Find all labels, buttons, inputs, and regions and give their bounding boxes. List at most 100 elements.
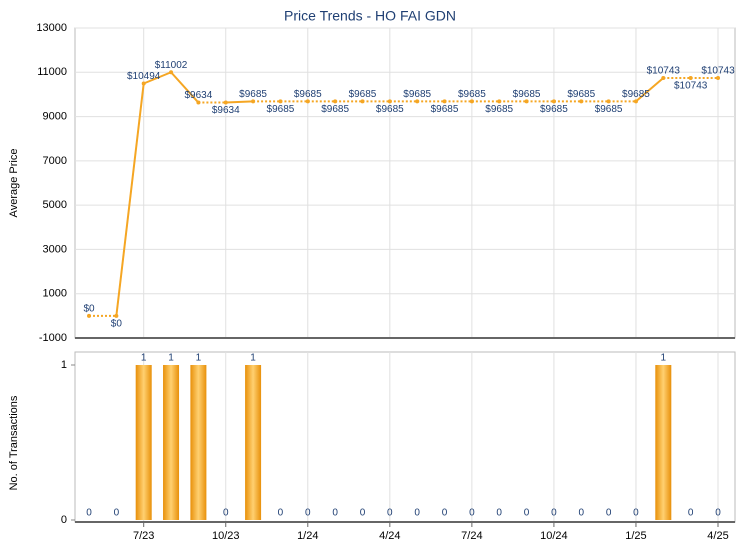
point bbox=[551, 99, 556, 104]
point bbox=[387, 99, 392, 104]
data-label: $10743 bbox=[647, 66, 681, 77]
y-tick-label: 1000 bbox=[43, 288, 67, 300]
data-label: 0 bbox=[414, 508, 420, 519]
y-tick-label: 13000 bbox=[36, 22, 67, 34]
data-label: 1 bbox=[141, 353, 147, 364]
plot-area bbox=[74, 351, 736, 523]
data-label: $9685 bbox=[540, 104, 568, 115]
data-label: 0 bbox=[360, 508, 366, 519]
bar bbox=[135, 365, 152, 520]
line-segment bbox=[143, 71, 172, 85]
bar bbox=[190, 365, 207, 520]
data-label: 0 bbox=[496, 508, 502, 519]
data-label: $9685 bbox=[595, 104, 623, 115]
point bbox=[223, 100, 228, 105]
point bbox=[169, 70, 174, 75]
data-label: 1 bbox=[250, 353, 256, 364]
data-label: 0 bbox=[715, 508, 721, 519]
data-label: 1 bbox=[168, 353, 174, 364]
data-label: 0 bbox=[278, 508, 284, 519]
point bbox=[415, 99, 420, 104]
data-label: 0 bbox=[469, 508, 475, 519]
bar bbox=[655, 365, 672, 520]
data-label: $9685 bbox=[267, 104, 295, 115]
y-tick-label: 9000 bbox=[43, 110, 67, 122]
y-axis-title: Average Price bbox=[8, 149, 20, 218]
data-label: 0 bbox=[633, 508, 639, 519]
data-label: $10494 bbox=[127, 71, 161, 82]
data-label: 0 bbox=[551, 508, 557, 519]
data-label: $9685 bbox=[239, 89, 267, 100]
point bbox=[87, 313, 91, 318]
data-label: 1 bbox=[661, 353, 667, 364]
x-tick-label: 10/24 bbox=[540, 530, 568, 542]
data-label: 0 bbox=[114, 508, 120, 519]
data-label: 0 bbox=[305, 508, 311, 519]
data-label: $9685 bbox=[294, 89, 322, 100]
x-tick-label: 10/23 bbox=[212, 530, 240, 542]
point bbox=[305, 99, 310, 104]
data-label: $9685 bbox=[458, 89, 486, 100]
line-segment bbox=[635, 77, 664, 103]
data-label: 0 bbox=[442, 508, 448, 519]
point bbox=[196, 100, 201, 105]
point bbox=[360, 99, 365, 104]
data-label: $0 bbox=[83, 303, 95, 314]
x-tick-label: 7/23 bbox=[133, 530, 154, 542]
data-label: 0 bbox=[223, 508, 229, 519]
y-tick-label: 0 bbox=[61, 514, 67, 526]
data-label: 1 bbox=[196, 353, 202, 364]
point bbox=[661, 75, 666, 80]
point bbox=[524, 99, 529, 104]
y-tick-label: -1000 bbox=[39, 332, 67, 344]
y-tick-label: 7000 bbox=[43, 155, 67, 167]
data-label: $9685 bbox=[485, 104, 513, 115]
point bbox=[278, 99, 283, 104]
line-segment bbox=[170, 71, 200, 104]
point bbox=[141, 81, 146, 86]
data-label: $9685 bbox=[513, 89, 541, 100]
point bbox=[469, 99, 474, 104]
data-label: 0 bbox=[688, 508, 694, 519]
y-tick-label: 1 bbox=[61, 359, 67, 371]
point bbox=[606, 99, 611, 104]
bar bbox=[245, 365, 262, 520]
data-label: $9685 bbox=[431, 104, 459, 115]
data-label: $9685 bbox=[622, 89, 650, 100]
data-label: 0 bbox=[524, 508, 530, 519]
x-tick-label: 1/25 bbox=[625, 530, 646, 542]
plot-area bbox=[74, 27, 736, 339]
bar bbox=[163, 365, 180, 520]
point bbox=[579, 99, 584, 104]
point bbox=[497, 99, 502, 104]
data-label: $10743 bbox=[701, 66, 735, 77]
data-label: 0 bbox=[86, 508, 92, 519]
data-label: $9685 bbox=[403, 89, 431, 100]
y-tick-label: 5000 bbox=[43, 199, 67, 211]
data-label: 0 bbox=[332, 508, 338, 519]
point bbox=[633, 99, 638, 104]
x-tick-label: 1/24 bbox=[297, 530, 318, 542]
data-label: $9634 bbox=[184, 90, 212, 101]
point bbox=[333, 99, 338, 104]
line-segment bbox=[225, 100, 254, 104]
x-tick-label: 4/25 bbox=[707, 530, 728, 542]
data-label: $0 bbox=[111, 318, 123, 329]
point bbox=[716, 75, 720, 80]
data-label: 0 bbox=[387, 508, 393, 519]
chart-title: Price Trends - HO FAI GDN bbox=[284, 8, 456, 24]
data-label: $10743 bbox=[674, 81, 708, 92]
y-tick-label: 11000 bbox=[37, 66, 67, 78]
data-label: $9685 bbox=[567, 89, 595, 100]
data-label: $9685 bbox=[321, 104, 349, 115]
data-label: $9685 bbox=[349, 89, 377, 100]
data-label: 0 bbox=[606, 508, 612, 519]
point bbox=[251, 99, 256, 104]
line-segment bbox=[115, 83, 145, 316]
y-axis-title: No. of Transactions bbox=[8, 395, 20, 490]
data-label: $9634 bbox=[212, 105, 240, 116]
point bbox=[114, 313, 119, 318]
point bbox=[442, 99, 447, 104]
y-tick-label: 3000 bbox=[43, 243, 67, 255]
